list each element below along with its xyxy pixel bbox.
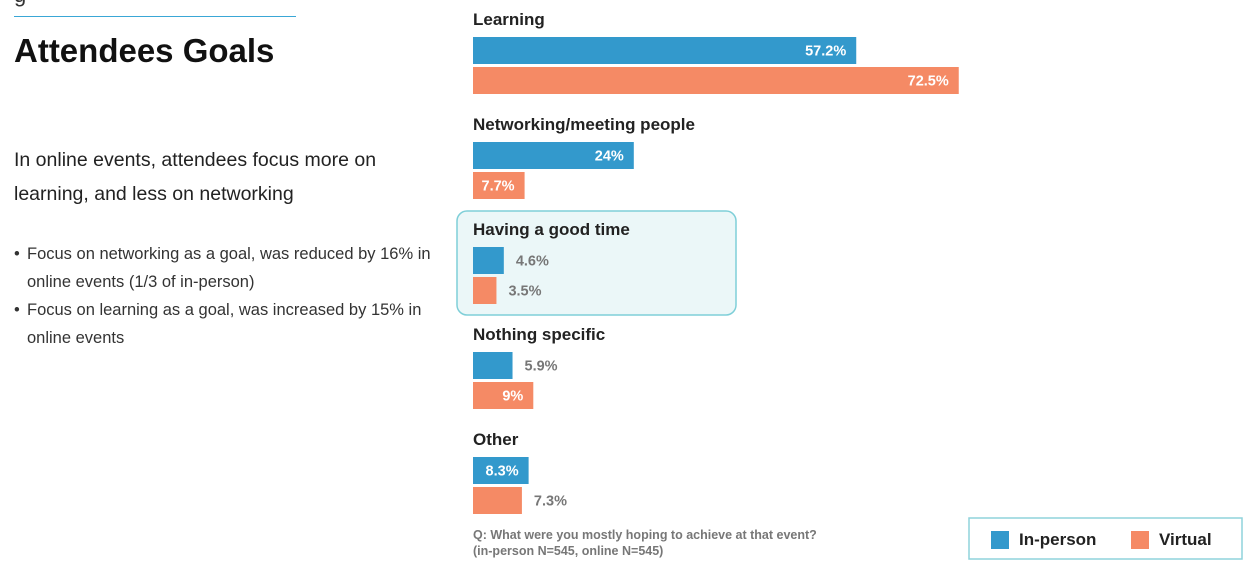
legend-swatch-in-person bbox=[991, 531, 1009, 549]
bullet-list: Focus on networking as a goal, was reduc… bbox=[14, 240, 434, 352]
category-label-having-a-good-time: Having a good time bbox=[473, 220, 630, 239]
data-label-in-person-networking-meeting-people: 24% bbox=[595, 149, 624, 165]
highlight-box bbox=[456, 210, 737, 316]
bar-in-person-networking-meeting-people bbox=[473, 142, 634, 169]
bullet-item: Focus on networking as a goal, was reduc… bbox=[14, 240, 434, 296]
data-label-in-person-having-a-good-time: 4.6% bbox=[516, 254, 549, 270]
data-label-virtual-networking-meeting-people: 7.7% bbox=[482, 179, 515, 195]
category-label-nothing-specific: Nothing specific bbox=[473, 325, 605, 344]
category-label-learning: Learning bbox=[473, 10, 545, 29]
data-label-in-person-nothing-specific: 5.9% bbox=[525, 359, 558, 375]
lead-paragraph: In online events, attendees focus more o… bbox=[14, 149, 377, 205]
top-fragment-text: g bbox=[14, 0, 26, 8]
data-label-in-person-other: 8.3% bbox=[486, 464, 519, 480]
footnote-sample-size: (in-person N=545, online N=545) bbox=[473, 544, 663, 558]
goals-bar-chart: Learning 57.2% 72.5% Networking/meeting peo… bbox=[456, 10, 1243, 560]
bar-virtual-having-a-good-time bbox=[473, 277, 497, 304]
data-label-virtual-nothing-specific: 9% bbox=[502, 389, 523, 405]
category-label-networking-meeting-people: Networking/meeting people bbox=[473, 115, 695, 134]
category-label-other: Other bbox=[473, 430, 519, 449]
bar-virtual-other bbox=[473, 487, 522, 514]
legend-box bbox=[968, 517, 1243, 560]
bar-in-person-nothing-specific bbox=[473, 352, 513, 379]
page-title: Attendees Goals bbox=[14, 32, 275, 69]
bar-in-person-having-a-good-time bbox=[473, 247, 504, 274]
legend-label-virtual: Virtual bbox=[1159, 530, 1212, 549]
top-rule-divider bbox=[14, 16, 296, 17]
bar-virtual-nothing-specific bbox=[473, 382, 534, 409]
data-label-in-person-learning: 57.2% bbox=[805, 44, 846, 60]
data-label-virtual-having-a-good-time: 3.5% bbox=[508, 284, 541, 300]
bar-virtual-networking-meeting-people bbox=[473, 172, 525, 199]
data-label-virtual-learning: 72.5% bbox=[908, 74, 949, 90]
bullet-item: Focus on learning as a goal, was increas… bbox=[14, 296, 434, 352]
bar-in-person-other bbox=[473, 457, 529, 484]
bar-in-person-learning bbox=[473, 37, 857, 64]
legend-label-in-person: In-person bbox=[1019, 530, 1096, 549]
legend-swatch-virtual bbox=[1131, 531, 1149, 549]
data-label-virtual-other: 7.3% bbox=[534, 494, 567, 510]
footnote-question: Q: What were you mostly hoping to achiev… bbox=[473, 528, 817, 542]
bar-virtual-learning bbox=[473, 67, 959, 94]
